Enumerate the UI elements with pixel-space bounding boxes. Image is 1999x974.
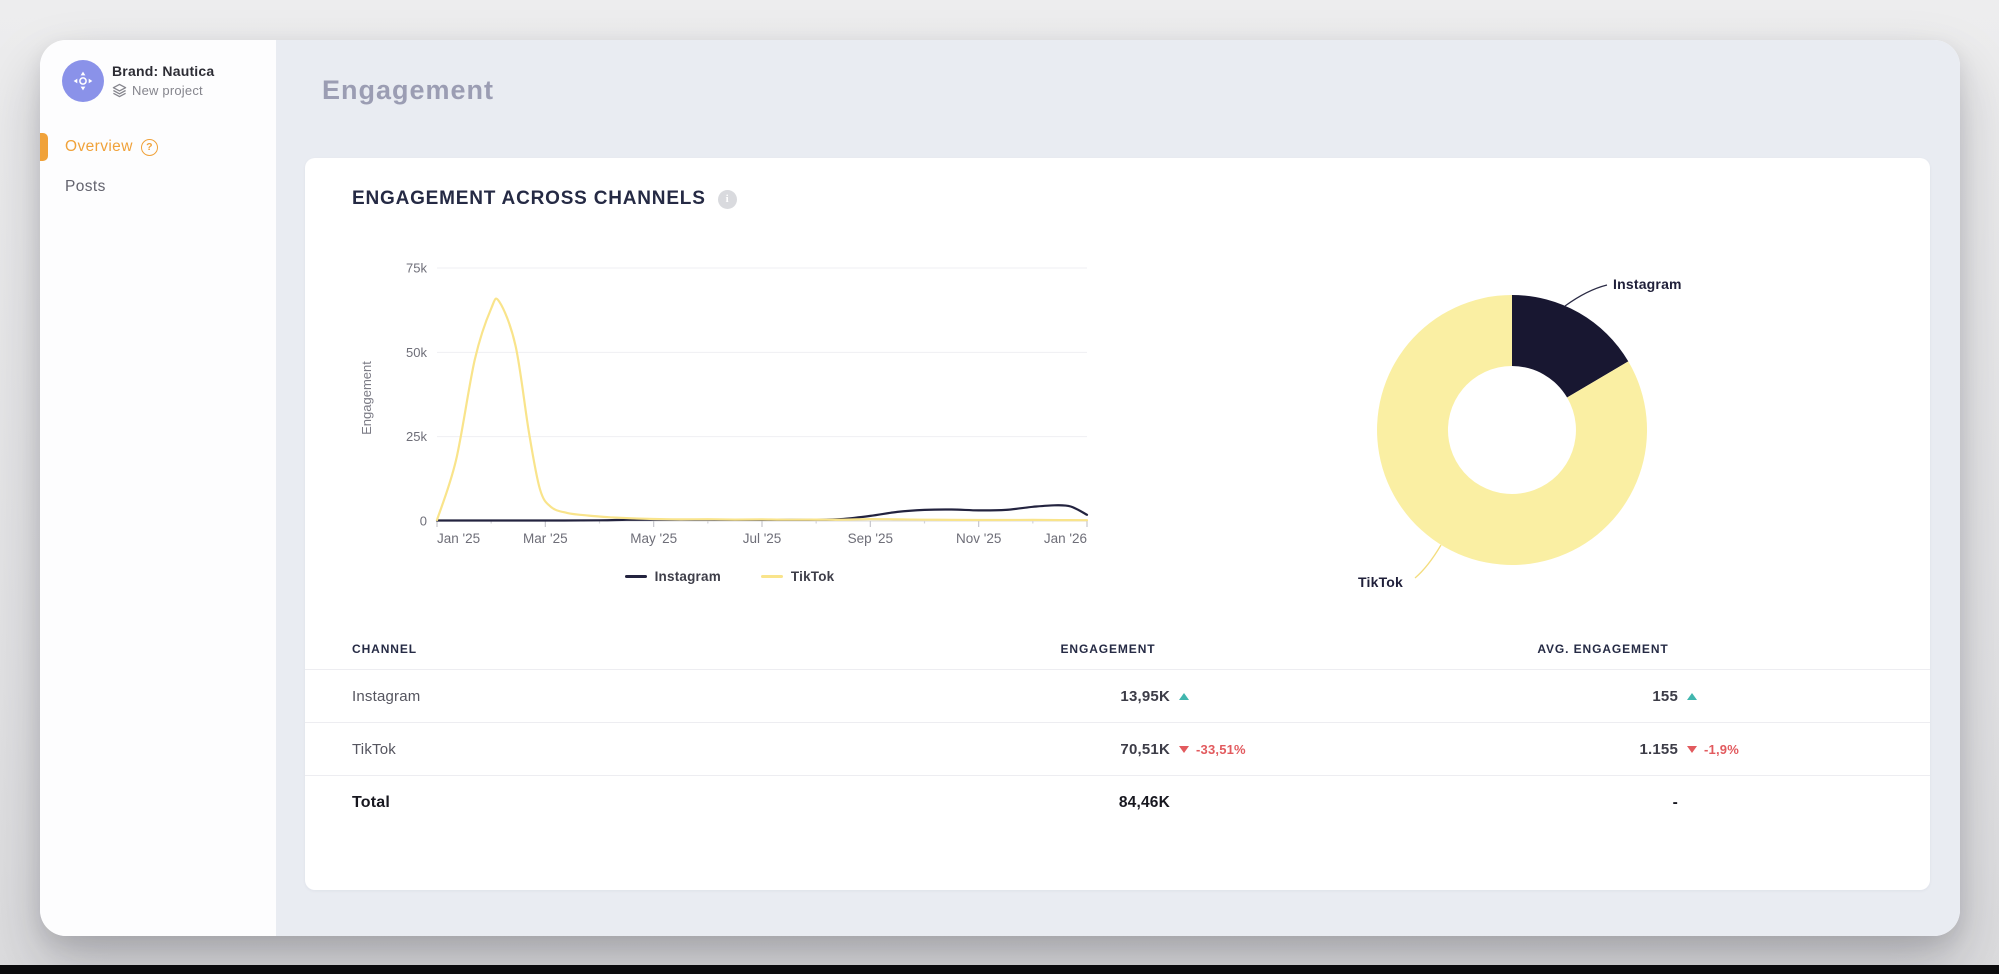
legend-label: Instagram [654, 569, 721, 584]
channel-name: TikTok [352, 740, 396, 758]
y-axis-label: Engagement [359, 361, 374, 435]
table-body: Instagram 13,95K 155 TikTok 70,51K -33,51% 1.1… [305, 670, 1930, 830]
change-percent: -33,51% [1196, 741, 1246, 757]
sidebar-item-overview[interactable]: Overview ? [40, 133, 276, 161]
y-tick-label: 25k [406, 429, 427, 444]
legend-item-instagram[interactable]: Instagram [624, 569, 721, 584]
table-row-total: Total 84,46K - [305, 776, 1930, 830]
change-percent: -1,9% [1704, 741, 1739, 757]
metric-cell: 84,46K [893, 794, 1323, 812]
series-line-instagram [435, 504, 1089, 522]
metric-cell: 1.155 -1,9% [1323, 741, 1883, 758]
channel-name: Instagram [352, 687, 421, 705]
donut-label-tiktok: TikTok [1358, 574, 1403, 590]
y-tick-label: 75k [406, 261, 427, 276]
x-tick-label: Mar '25 [523, 531, 568, 546]
metric-value: 1.155 [1639, 740, 1678, 758]
metric-value: 13,95K [1120, 687, 1170, 705]
active-indicator-bar [40, 133, 48, 161]
table-row-tiktok: TikTok 70,51K -33,51% 1.155 -1,9% [305, 723, 1930, 776]
y-tick-label: 0 [420, 514, 427, 529]
x-tick-label: Jul '25 [743, 531, 782, 546]
column-header-engagement: ENGAGEMENT [1060, 641, 1156, 656]
legend-item-tiktok[interactable]: TikTok [760, 569, 835, 584]
sidebar-item-label: Posts [65, 178, 106, 195]
card-title: ENGAGEMENT ACROSS CHANNELS [352, 188, 706, 209]
instagram-leader-line [1564, 284, 1608, 307]
x-tick-label: Sep '25 [848, 531, 893, 546]
metric-value: 70,51K [1120, 740, 1170, 758]
chart-legend: Instagram TikTok [357, 569, 1102, 584]
metric-value: 155 [1652, 687, 1678, 705]
brand-avatar[interactable] [62, 60, 104, 102]
help-question-icon[interactable]: ? [140, 138, 158, 156]
table-row-instagram: Instagram 13,95K 155 [305, 670, 1930, 723]
brand-name: Brand: Nautica [112, 63, 215, 79]
total-label: Total [352, 794, 391, 811]
donut-slice-instagram[interactable] [1512, 295, 1629, 398]
metric-value: - [1672, 794, 1678, 811]
info-icon[interactable]: i [717, 189, 737, 209]
legend-dash-tiktok [760, 575, 783, 578]
trend-up-icon [1179, 692, 1189, 700]
line-chart-canvas: Engagement 0 25k 50k 75k Jan '25 Mar '25 May '… [359, 261, 1089, 546]
metric-value: 84,46K [1118, 794, 1170, 811]
trend-down-icon [1179, 745, 1189, 753]
x-tick-label: Nov '25 [956, 531, 1001, 546]
app-window: Brand: Nautica New project Overview ? P [40, 40, 1960, 936]
legend-label: TikTok [790, 569, 835, 584]
metric-cell: 70,51K -33,51% [893, 741, 1323, 758]
donut-chart-canvas: Instagram TikTok [1358, 276, 1682, 590]
tiktok-leader-line [1414, 544, 1442, 579]
column-header-avg-engagement: AVG. ENGAGEMENT [1537, 641, 1669, 656]
donut-chart: Instagram TikTok [1325, 236, 1755, 601]
sidebar-item-posts[interactable]: Posts [40, 173, 276, 201]
sidebar: Brand: Nautica New project Overview ? P [40, 40, 276, 936]
trend-up-icon [1687, 692, 1697, 700]
column-header-channel: CHANNEL [352, 641, 417, 656]
layers-icon [112, 83, 127, 98]
metric-cell: 155 [1323, 688, 1883, 705]
sidebar-nav: Overview ? Posts [40, 133, 276, 213]
y-tick-label: 50k [406, 345, 427, 360]
sidebar-item-label: Overview [65, 138, 133, 155]
x-tick-label: May '25 [630, 531, 677, 546]
project-label: New project [132, 83, 203, 98]
screen-bottom-strip [0, 965, 1999, 974]
donut-label-instagram: Instagram [1613, 276, 1682, 292]
series-line-tiktok [435, 297, 1089, 522]
table-header-row: CHANNEL ENGAGEMENT AVG. ENGAGEMENT [305, 628, 1930, 670]
brand-block[interactable]: Brand: Nautica New project [62, 60, 214, 102]
channels-table: CHANNEL ENGAGEMENT AVG. ENGAGEMENT Insta… [305, 628, 1930, 830]
x-tick-label: Jan '25 [437, 531, 480, 546]
engagement-card: ENGAGEMENT ACROSS CHANNELS i Engagement … [305, 158, 1930, 890]
move-compass-icon [73, 71, 93, 91]
donut-slice-tiktok[interactable] [1377, 295, 1648, 565]
page-title: Engagement [322, 75, 495, 105]
legend-dash-instagram [624, 575, 647, 578]
line-chart: Engagement 0 25k 50k 75k Jan '25 Mar '25 May '… [357, 246, 1102, 584]
metric-cell: 13,95K [893, 688, 1323, 705]
trend-down-icon [1687, 745, 1697, 753]
metric-cell: - [1323, 794, 1883, 812]
x-tick-label: Jan '26 [1044, 531, 1087, 546]
main-content: Engagement ENGAGEMENT ACROSS CHANNELS i … [276, 40, 1960, 936]
